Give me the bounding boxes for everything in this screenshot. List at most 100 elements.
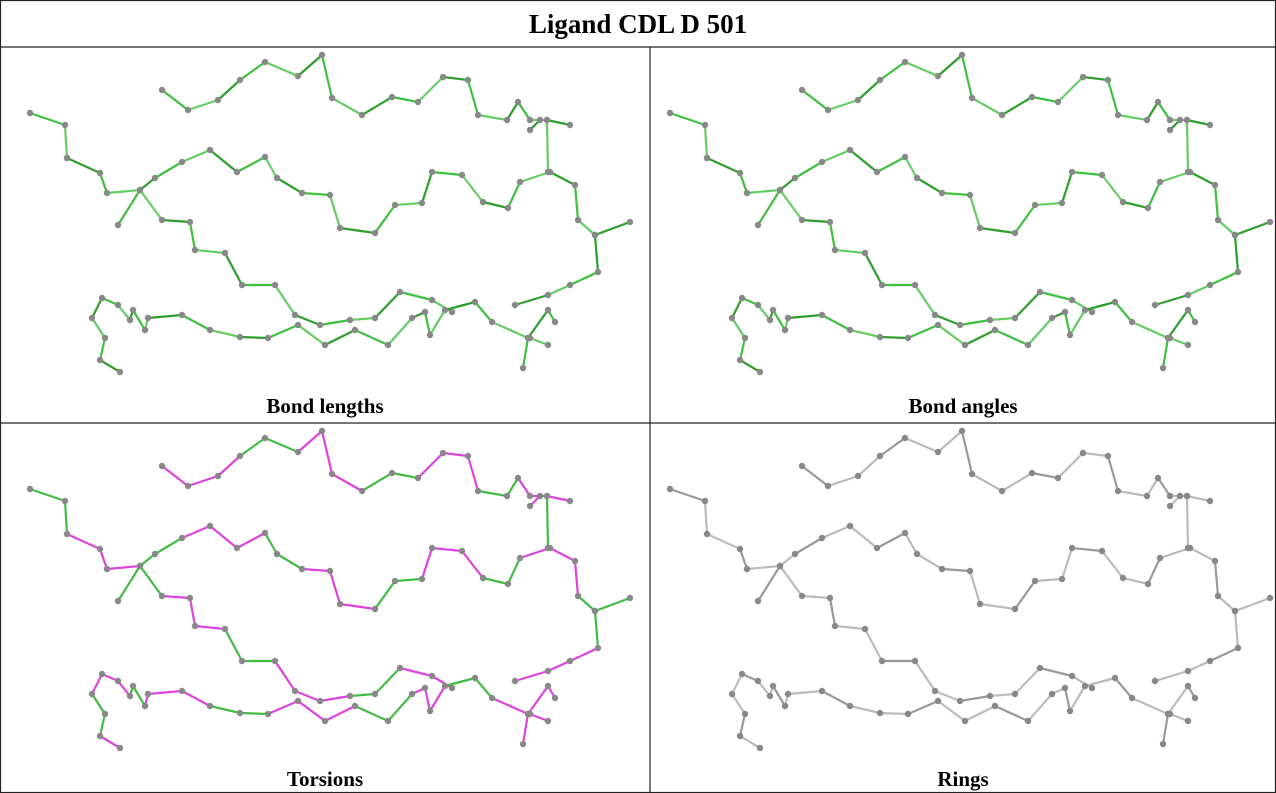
bond — [99, 359, 121, 373]
bond — [217, 79, 241, 101]
atom — [1011, 690, 1019, 698]
bond — [1186, 118, 1211, 127]
bond — [420, 171, 434, 204]
bond — [1082, 75, 1109, 82]
atom — [336, 600, 344, 608]
bond — [787, 313, 823, 320]
bond — [934, 689, 961, 703]
atom — [854, 96, 862, 104]
atom — [206, 522, 214, 530]
atom — [458, 171, 466, 179]
bond — [779, 565, 803, 597]
atom — [1119, 574, 1127, 582]
bond — [1034, 577, 1063, 583]
atom — [63, 530, 71, 538]
bond — [907, 699, 939, 716]
bond — [941, 191, 971, 197]
bond — [482, 576, 509, 586]
bond — [827, 474, 859, 488]
atom — [384, 341, 392, 349]
atom — [728, 314, 736, 322]
atom — [754, 221, 762, 229]
atom — [316, 697, 324, 705]
atom — [961, 717, 969, 725]
bond — [857, 79, 881, 101]
atom — [536, 492, 544, 500]
bond — [354, 328, 389, 347]
atom — [544, 291, 552, 299]
bond — [828, 597, 837, 627]
atom — [236, 452, 244, 460]
atom — [738, 294, 746, 302]
atom — [1114, 487, 1122, 495]
bond — [594, 596, 631, 613]
bond — [1217, 595, 1236, 612]
atom — [426, 707, 434, 715]
atom — [1166, 334, 1174, 342]
atom — [526, 334, 534, 342]
bond — [937, 700, 966, 722]
bond — [139, 565, 163, 597]
atom — [1154, 474, 1162, 482]
atom — [526, 116, 534, 124]
atom — [126, 692, 134, 700]
atom — [1166, 126, 1174, 134]
bond — [937, 430, 963, 453]
atom — [1184, 667, 1192, 675]
atom — [931, 687, 939, 695]
bond — [320, 54, 334, 99]
atom — [1184, 717, 1192, 725]
bond — [63, 124, 69, 159]
bond — [117, 189, 141, 226]
atom — [591, 231, 599, 239]
atom — [544, 717, 552, 725]
bond — [181, 148, 211, 164]
atom — [1191, 318, 1199, 326]
atom — [61, 121, 69, 129]
bond — [527, 309, 549, 339]
atom — [519, 740, 527, 748]
bond — [1131, 320, 1169, 340]
atom — [448, 308, 456, 316]
atom — [1068, 296, 1076, 304]
molecule-images — [26, 51, 1274, 752]
atom — [326, 567, 334, 575]
bond — [1189, 547, 1216, 562]
atom — [221, 249, 229, 257]
atom — [1206, 657, 1214, 665]
bond — [132, 685, 146, 707]
atom — [544, 667, 552, 675]
atom — [236, 709, 244, 717]
atom — [1266, 594, 1274, 602]
atom — [544, 341, 552, 349]
bond — [264, 156, 278, 179]
atom — [701, 497, 709, 505]
atom — [798, 86, 806, 94]
atom — [1128, 694, 1136, 702]
atom — [1144, 580, 1152, 588]
atom — [1104, 452, 1112, 460]
bond — [1147, 181, 1161, 209]
bond — [294, 689, 321, 703]
bond — [904, 436, 939, 454]
atom — [1156, 178, 1164, 186]
atom — [318, 427, 326, 435]
atom — [439, 449, 447, 457]
atom — [439, 73, 447, 81]
bond — [879, 335, 909, 340]
atom — [408, 690, 416, 698]
atom — [1048, 690, 1056, 698]
atom — [396, 288, 404, 296]
atom — [876, 452, 884, 460]
atom — [261, 529, 269, 537]
bond — [1147, 557, 1161, 585]
bond — [1187, 283, 1211, 297]
bond — [821, 314, 851, 331]
bond — [794, 537, 823, 555]
atom — [966, 191, 974, 199]
bond — [354, 704, 389, 723]
bond — [545, 119, 550, 173]
atom — [479, 574, 487, 582]
bond — [1057, 452, 1084, 479]
